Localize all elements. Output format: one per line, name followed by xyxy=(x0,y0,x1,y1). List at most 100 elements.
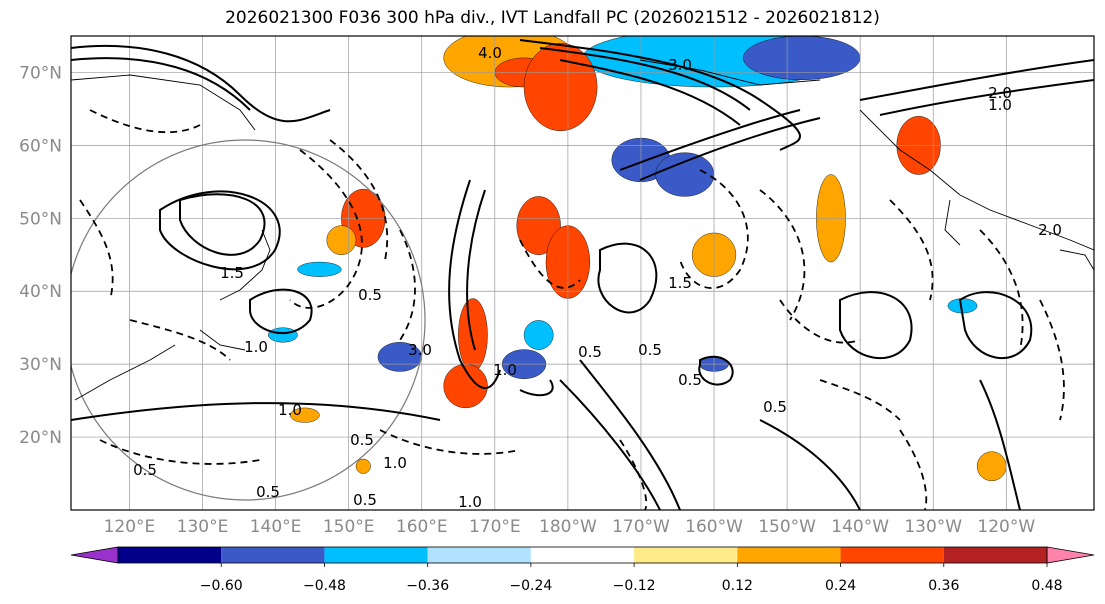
div-shade-pos xyxy=(326,225,357,255)
ivt-contour-solid xyxy=(71,57,251,111)
longitude-label: 150°W xyxy=(758,517,816,537)
ivt-contour-dashed xyxy=(1039,299,1065,421)
contour-label: 2.0 xyxy=(988,84,1012,102)
contour-label: 1.0 xyxy=(383,454,407,472)
ivt-contour-solid xyxy=(879,79,1094,116)
colorbar-tick-label: −0.60 xyxy=(200,578,243,594)
latitude-label: 50°N xyxy=(19,209,62,229)
ivt-contour-solid xyxy=(839,291,913,359)
ivt-contour-solid xyxy=(559,379,661,510)
contour-label: 0.5 xyxy=(350,431,374,449)
ivt-contour-solid xyxy=(519,379,554,397)
div-shade-pos xyxy=(458,298,488,372)
colorbar-tick-label: 0.36 xyxy=(928,578,959,594)
contour-label: 1.0 xyxy=(493,361,517,379)
contour-label: 0.5 xyxy=(358,286,382,304)
colorbar-tick-label: 0.12 xyxy=(722,578,753,594)
div-shade-pos xyxy=(355,458,371,474)
contour-label: 1.0 xyxy=(278,401,302,419)
div-shade-neg xyxy=(655,152,715,197)
colorbar-extend-max xyxy=(1046,546,1095,564)
contour-label: 1.0 xyxy=(988,96,1012,114)
ivt-contour-solid xyxy=(579,359,681,510)
ivt-contour-dashed xyxy=(89,109,201,134)
ivt-contour-solid xyxy=(958,291,1033,359)
ivt-contour-solid xyxy=(619,109,801,171)
longitude-label: 160°W xyxy=(685,517,743,537)
div-shade-neg xyxy=(743,36,861,80)
div-shade-pos xyxy=(976,451,1007,482)
ivt-contour-solid xyxy=(448,179,501,390)
div-shade-neg xyxy=(523,320,554,350)
ivt-contour-dashed xyxy=(79,199,114,301)
ivt-contour-dashed xyxy=(99,439,261,465)
ivt-contour-dashed xyxy=(329,139,389,261)
latitude-label: 20°N xyxy=(19,428,62,448)
ivt-contour-solid xyxy=(249,288,313,335)
colorbar-segment xyxy=(943,547,1047,563)
contour-label: 0.5 xyxy=(678,371,702,389)
contour-label: 0.5 xyxy=(353,491,377,509)
colorbar-tick-label: −0.24 xyxy=(509,578,552,594)
colorbar-segment xyxy=(737,547,841,563)
longitude-labels: 120°E 130°E 140°E 150°E 160°E 170°E 180°W 170°W… xyxy=(104,517,1036,537)
coastline-path xyxy=(859,109,1094,251)
contour-labels: 4.0 3.0 2.0 1.5 1.0 0.5 0.5 1.0 0.5 1.0 0.5 1.5 1.0 0… xyxy=(133,44,1062,511)
ivt-contour-dashed xyxy=(129,319,231,361)
colorbar-segment xyxy=(427,547,531,563)
longitude-label: 140°E xyxy=(250,517,302,537)
latitude-label: 60°N xyxy=(19,136,62,156)
div-shade-neg xyxy=(297,261,342,277)
colorbar-outline xyxy=(117,546,1048,564)
colorbar-segment xyxy=(634,547,738,563)
colorbar-segment xyxy=(324,547,428,563)
div-shade-pos xyxy=(516,196,561,255)
colorbar-tick-label: −0.12 xyxy=(613,578,656,594)
contour-label: 3.0 xyxy=(668,56,692,74)
map-frame xyxy=(70,35,1095,511)
ivt-contours xyxy=(71,39,1094,510)
ivt-contour-dashed xyxy=(289,149,363,309)
coastline-path xyxy=(219,229,271,301)
longitude-label: 130°E xyxy=(177,517,229,537)
coastline-path xyxy=(74,344,176,401)
ivt-contour-dashed xyxy=(779,299,861,344)
ivt-contour-solid xyxy=(159,190,281,271)
div-shade-pos xyxy=(290,407,320,423)
div-shade-neg xyxy=(268,327,298,343)
ivt-contour-solid xyxy=(759,419,861,510)
coastline-path xyxy=(639,59,821,86)
ivt-contour-solid xyxy=(698,355,734,386)
colorbar-extend-min xyxy=(70,546,119,564)
longitude-label: 180°W xyxy=(539,517,597,537)
ivt-contour-solid xyxy=(859,59,1094,101)
contour-label: 0.5 xyxy=(133,461,157,479)
contour-label: 1.5 xyxy=(668,274,692,292)
coastlines xyxy=(71,59,1094,401)
ivt-contour-dashed xyxy=(899,429,928,510)
ivt-contour-solid xyxy=(466,189,486,351)
colorbar-tick-label: 0.24 xyxy=(825,578,856,594)
ivt-contour-solid xyxy=(539,47,751,111)
ivt-contour-dashed xyxy=(399,229,416,341)
ivt-contour-solid xyxy=(519,39,801,151)
longitude-label: 150°E xyxy=(323,517,375,537)
ivt-contour-dashed xyxy=(679,169,749,289)
ivt-contour-solid xyxy=(979,379,1021,510)
latitude-label: 40°N xyxy=(19,282,62,302)
coastline-path xyxy=(944,199,961,246)
coastline-path xyxy=(1059,249,1094,271)
latitude-labels: 70°N 60°N 50°N 40°N 30°N 20°N xyxy=(19,63,62,448)
coastline-path xyxy=(71,74,256,131)
contour-label: 0.5 xyxy=(638,341,662,359)
longitude-label: 170°E xyxy=(469,517,521,537)
colorbar-segment xyxy=(840,547,944,563)
map-title: 2026021300 F036 300 hPa div., IVT Landfa… xyxy=(225,8,880,28)
contour-label: 1.5 xyxy=(220,264,244,282)
ivt-contour-solid xyxy=(179,193,266,256)
contour-label: 1.0 xyxy=(458,493,482,511)
ivt-contour-solid xyxy=(71,402,441,421)
landfall-region-circle xyxy=(71,139,426,501)
ivt-contour-dashed xyxy=(759,189,806,321)
